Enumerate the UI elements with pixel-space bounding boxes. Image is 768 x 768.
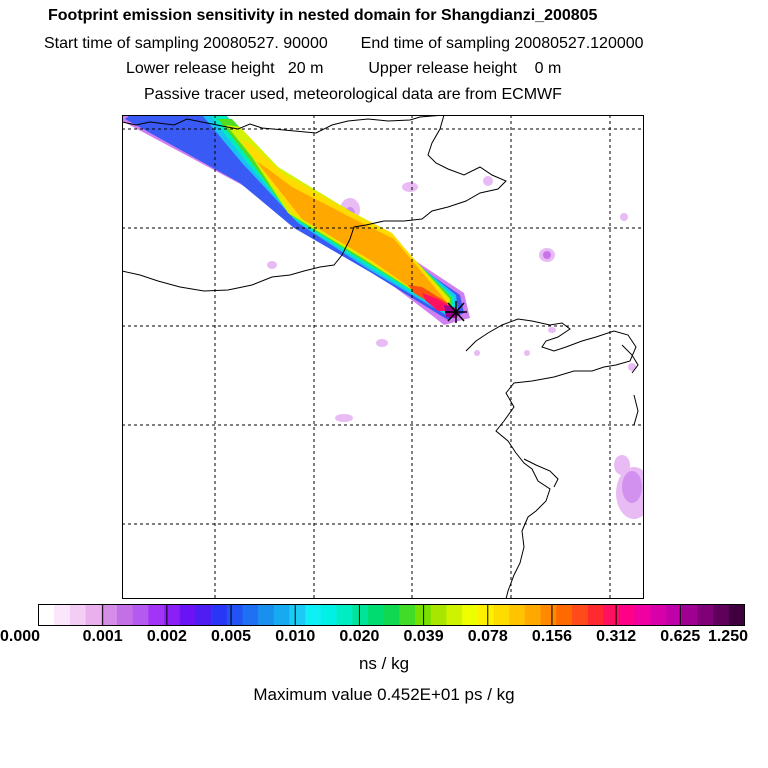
- colorbar-cell: [728, 604, 745, 626]
- colorbar: 0.000 0.001 0.002 0.005 0.010 0.020 0.039 0.078…: [0, 604, 748, 657]
- colorbar-tick-label: 0.001: [82, 628, 123, 645]
- colorbar-cell: [179, 604, 196, 626]
- colorbar-cell: [587, 604, 604, 626]
- end-time-label: End time of sampling 20080527.120000: [360, 35, 644, 52]
- colorbar-tick-label: 0.000: [0, 628, 41, 645]
- lat-lon-grid: [122, 115, 644, 599]
- colorbar-cell: [493, 604, 510, 626]
- colorbar-cell: [462, 604, 479, 626]
- emission-plume: [122, 115, 470, 325]
- colorbar-tick-label: 0.039: [403, 628, 444, 645]
- colorbar-cell: [666, 604, 683, 626]
- colorbar-cell: [258, 604, 275, 626]
- colorbar-cell: [477, 604, 494, 626]
- colorbar-cell: [618, 604, 635, 626]
- colorbar-tick-label: 0.002: [146, 628, 187, 645]
- colorbar-cell: [211, 604, 228, 626]
- lower-release-label: Lower release height 20 m: [126, 60, 324, 77]
- colorbar-tick-label: 0.625: [660, 628, 701, 645]
- colorbar-cell: [571, 604, 588, 626]
- colorbar-cell: [242, 604, 259, 626]
- colorbar-tick-label: 0.005: [211, 628, 252, 645]
- maximum-value-label: Maximum value 0.452E+01 ps / kg: [253, 685, 515, 704]
- release-heights: Lower release height 20 m Upper release …: [126, 60, 561, 78]
- receptor-x-marker: [445, 301, 467, 323]
- colorbar-cell: [509, 604, 526, 626]
- colorbar-cell: [148, 604, 165, 626]
- colorbar-cell: [634, 604, 651, 626]
- units-label: ns / kg: [358, 654, 410, 673]
- colorbar-cell: [132, 604, 149, 626]
- colorbar-cell: [540, 604, 557, 626]
- colorbar-cell: [352, 604, 369, 626]
- colorbar-cell: [289, 604, 306, 626]
- tracer-info: Passive tracer used, meteorological data…: [144, 86, 562, 103]
- footprint-map: [122, 115, 644, 604]
- start-time-label: Start time of sampling 20080527. 90000: [44, 35, 328, 52]
- colorbar-svg: [38, 604, 745, 626]
- colorbar-cell: [320, 604, 337, 626]
- colorbar-cell: [38, 604, 55, 626]
- colorbar-cell: [273, 604, 290, 626]
- colorbar-cell: [681, 604, 698, 626]
- colorbar-cell: [650, 604, 667, 626]
- colorbar-cell: [101, 604, 118, 626]
- sampling-times: Start time of sampling 20080527. 90000 E…: [44, 35, 644, 53]
- colorbar-cell: [556, 604, 573, 626]
- colorbar-tick-label: 0.156: [531, 628, 572, 645]
- colorbar-cell: [336, 604, 353, 626]
- map-canvas: [122, 115, 644, 599]
- colorbar-cell: [603, 604, 620, 626]
- colorbar-cell: [305, 604, 322, 626]
- colorbar-tick-label: 0.312: [596, 628, 637, 645]
- colorbar-cell: [697, 604, 714, 626]
- colorbar-cell: [399, 604, 416, 626]
- upper-release-label: Upper release height 0 m: [368, 60, 562, 77]
- colorbar-cell: [430, 604, 447, 626]
- map-border: [122, 115, 644, 599]
- colorbar-tick-label: 0.010: [275, 628, 316, 645]
- colorbar-cell: [85, 604, 102, 626]
- colorbar-cell: [524, 604, 541, 626]
- colorbar-border: [38, 604, 745, 626]
- colorbar-tick-label: 0.020: [339, 628, 380, 645]
- colorbar-cell: [383, 604, 400, 626]
- colorbar-tick-label: 0.078: [467, 628, 508, 645]
- colorbar-cell: [69, 604, 86, 626]
- colorbar-cell: [713, 604, 730, 626]
- colorbar-cell: [226, 604, 243, 626]
- colorbar-cell: [367, 604, 384, 626]
- colorbar-tick-label: 1.250: [707, 628, 748, 645]
- colorbar-cell: [54, 604, 71, 626]
- colorbar-labels: 0.000 0.001 0.002 0.005 0.010 0.020 0.039 0.078…: [0, 628, 748, 650]
- colorbar-cell: [116, 604, 133, 626]
- colorbar-cells: [38, 604, 745, 626]
- colorbar-cell: [164, 604, 180, 626]
- colorbar-cell: [415, 604, 432, 626]
- plot-title: Footprint emission sensitivity in nested…: [48, 7, 598, 24]
- colorbar-cell: [195, 604, 212, 626]
- colorbar-cell: [446, 604, 463, 626]
